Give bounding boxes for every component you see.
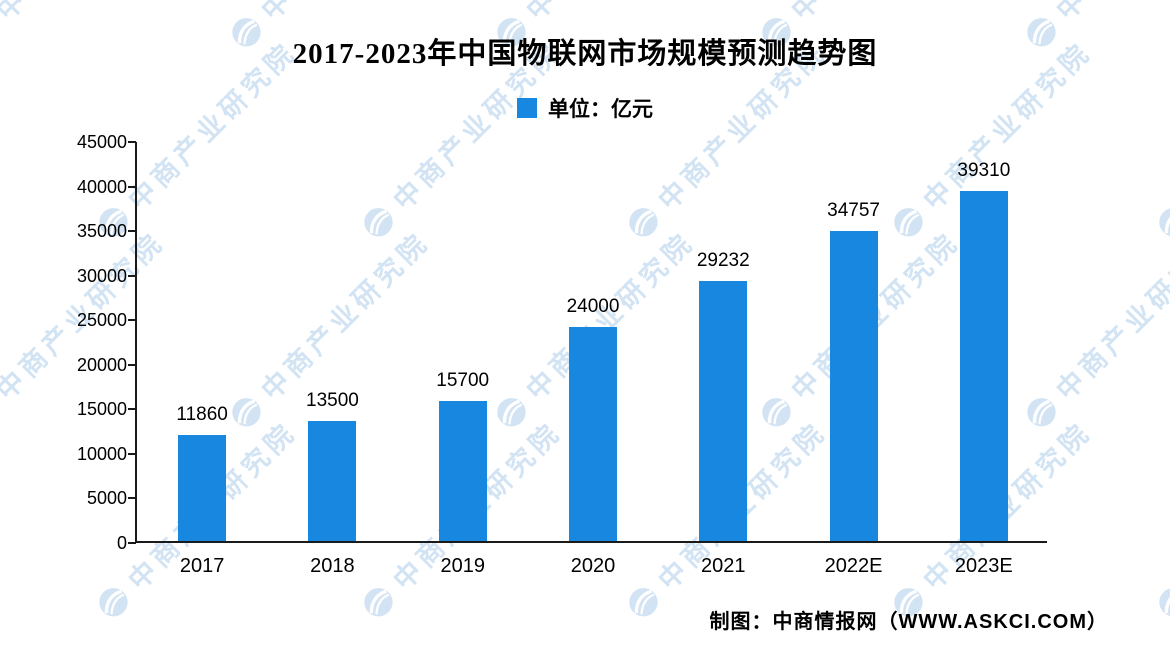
bar-group: 11860 2017 xyxy=(137,142,267,577)
y-axis-tick-label: 5000 xyxy=(86,488,127,509)
x-axis-label: 2023E xyxy=(954,555,1013,577)
x-axis-label: 2019 xyxy=(440,555,485,577)
y-axis-tick-label: 35000 xyxy=(76,221,127,242)
legend: 单位：亿元 xyxy=(0,93,1170,123)
bar-2022E xyxy=(829,231,878,541)
x-axis-label: 2021 xyxy=(701,555,746,577)
x-axis-label: 2018 xyxy=(310,555,355,577)
watermark-text: 中商产业研究院 xyxy=(516,0,702,27)
bar-2020 xyxy=(568,327,617,541)
y-axis-tick-mark xyxy=(128,542,136,544)
bar-2023E xyxy=(959,190,1008,541)
y-axis: 0 5000 10000 15000 20000 25000 30000 35000 40000… xyxy=(0,132,127,553)
y-axis-tick-label: 30000 xyxy=(76,265,127,286)
y-axis-tick-mark xyxy=(128,497,136,500)
x-axis-label: 2017 xyxy=(179,555,225,577)
bar-group: 29232 2021 xyxy=(658,142,788,577)
y-axis-tick-mark xyxy=(128,408,136,411)
y-axis-tick-mark xyxy=(128,452,136,455)
bar-2019 xyxy=(438,401,487,541)
watermark-text: 中商产业研究院 xyxy=(1050,226,1170,406)
bar-value-label: 15700 xyxy=(436,370,490,392)
y-axis-tick-mark xyxy=(128,141,136,143)
watermark-text: 中商产业研究院 xyxy=(1046,0,1170,27)
source-credit: 制图：中商情报网（WWW.ASKCI.COM） xyxy=(709,611,1108,633)
y-axis-tick-label: 25000 xyxy=(76,310,127,331)
bar-group: 15700 2019 xyxy=(398,142,528,577)
y-axis-tick-label: 15000 xyxy=(76,399,127,420)
y-axis-tick-mark xyxy=(128,274,136,277)
legend-label: 单位：亿元 xyxy=(548,98,653,121)
y-axis-tick-label: 45000 xyxy=(76,132,127,152)
legend-color-swatch xyxy=(517,98,537,118)
bar-value-label: 11860 xyxy=(176,404,228,426)
y-axis-tick-label: 20000 xyxy=(76,354,127,375)
bar-value-label: 13500 xyxy=(306,389,359,411)
y-axis-tick-mark xyxy=(128,363,136,366)
x-axis-label: 2020 xyxy=(570,555,616,577)
y-axis-tick-label: 40000 xyxy=(76,176,127,197)
bar-value-label: 29232 xyxy=(696,249,750,271)
bar-group: 24000 2020 xyxy=(528,142,658,577)
bar-group: 13500 2018 xyxy=(267,142,397,577)
watermark-logo-icon xyxy=(1158,587,1170,617)
y-axis-tick-label: 10000 xyxy=(76,443,127,464)
watermark-logo-icon xyxy=(628,587,658,617)
bar-2017 xyxy=(178,435,227,541)
bar-2018 xyxy=(308,420,357,541)
bar-group: 39310 2023E xyxy=(919,142,1049,577)
x-axis-label: 2022E xyxy=(824,555,883,577)
bar-2021 xyxy=(699,280,748,541)
bar-value-label: 24000 xyxy=(566,296,620,318)
watermark-text: 中商产业研究院 xyxy=(781,0,967,27)
y-axis-tick-mark xyxy=(128,230,136,233)
chart-title: 2017-2023年中国物联网市场规模预测趋势图 xyxy=(292,38,878,70)
bar-value-label: 34757 xyxy=(827,200,880,222)
bar-group: 34757 2022E xyxy=(788,142,918,577)
watermark-logo-icon xyxy=(363,587,393,617)
watermark-logo-icon xyxy=(98,587,128,617)
y-axis-tick-mark xyxy=(128,185,136,188)
watermark: 中商产业研究院 xyxy=(1147,411,1170,627)
y-axis-tick-label: 0 xyxy=(116,533,127,553)
y-axis-tick-mark xyxy=(128,319,136,322)
plot: 11860 2017 13500 2018 15700 2019 24000 2020 2923… xyxy=(128,141,1049,577)
watermark-text: 中商产业研究院 xyxy=(251,0,437,27)
watermark-text: 中商产业研究院 xyxy=(0,0,172,27)
watermark-logo-icon xyxy=(1158,207,1170,237)
bar-value-label: 39310 xyxy=(957,159,1011,181)
